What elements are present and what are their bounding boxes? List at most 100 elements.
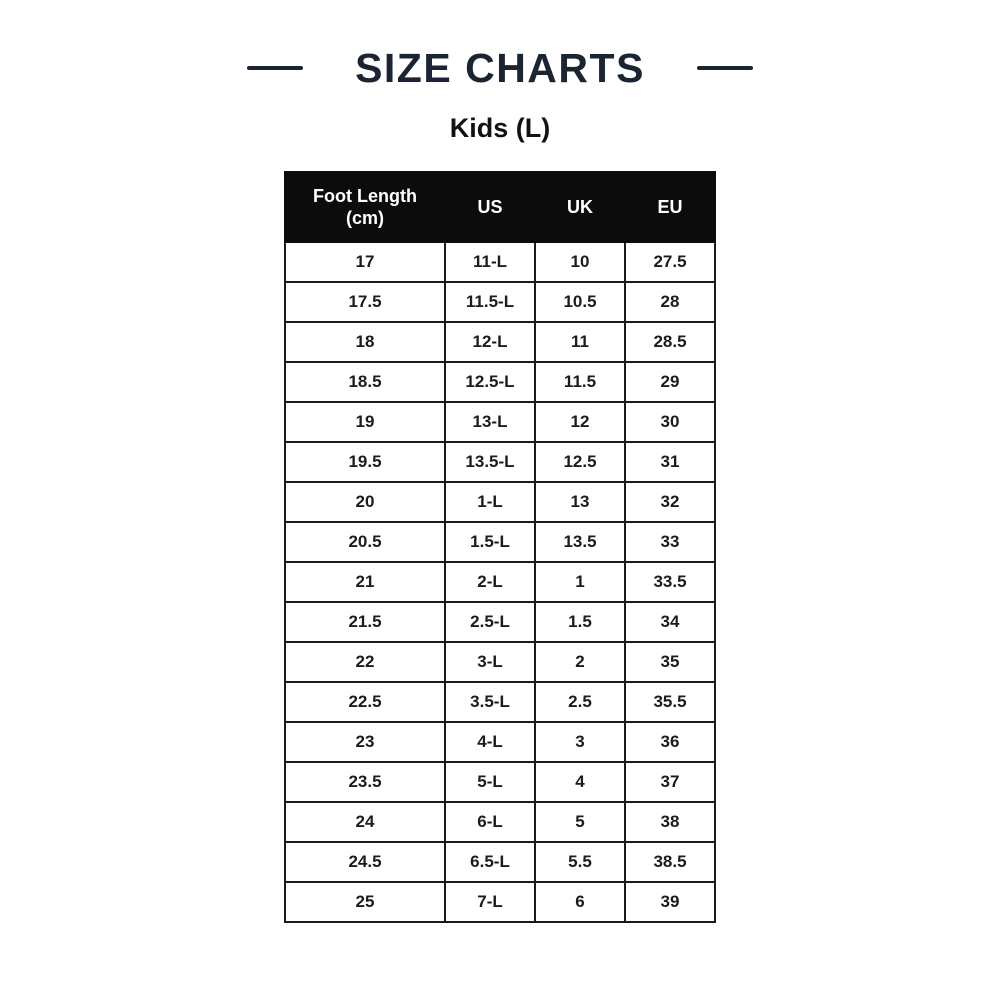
- table-cell: 11.5-L: [444, 281, 536, 323]
- header-row: Foot Length (cm) US UK EU: [284, 171, 716, 243]
- table-header: Foot Length (cm) US UK EU: [284, 171, 716, 243]
- table-cell: 36: [624, 721, 716, 763]
- table-cell: 12-L: [444, 321, 536, 363]
- table-cell: 30: [624, 401, 716, 443]
- table-row: 21 2-L 1 33.5: [284, 561, 716, 603]
- table-wrapper: Foot Length (cm) US UK EU 17 11-L 10 27.5 17…: [0, 171, 1000, 923]
- table-cell: 1.5-L: [444, 521, 536, 563]
- table-cell: 22: [284, 641, 446, 683]
- table-cell: 25: [284, 881, 446, 923]
- table-cell: 33: [624, 521, 716, 563]
- table-cell: 12.5-L: [444, 361, 536, 403]
- size-chart-table: Foot Length (cm) US UK EU 17 11-L 10 27.5 17…: [284, 171, 716, 923]
- table-cell: 20: [284, 481, 446, 523]
- table-row: 19 13-L 12 30: [284, 401, 716, 443]
- table-cell: 17.5: [284, 281, 446, 323]
- header-us: US: [444, 171, 536, 243]
- table-cell: 13-L: [444, 401, 536, 443]
- table-cell: 7-L: [444, 881, 536, 923]
- table-cell: 5.5: [534, 841, 626, 883]
- table-cell: 20.5: [284, 521, 446, 563]
- table-row: 21.5 2.5-L 1.5 34: [284, 601, 716, 643]
- table-cell: 5: [534, 801, 626, 843]
- table-cell: 3: [534, 721, 626, 763]
- table-cell: 33.5: [624, 561, 716, 603]
- table-cell: 3.5-L: [444, 681, 536, 723]
- table-cell: 38: [624, 801, 716, 843]
- table-cell: 22.5: [284, 681, 446, 723]
- page-title: SIZE CHARTS: [355, 45, 645, 91]
- table-cell: 39: [624, 881, 716, 923]
- table-cell: 38.5: [624, 841, 716, 883]
- title-dash-right: [696, 66, 753, 70]
- table-cell: 6-L: [444, 801, 536, 843]
- chart-subtitle: Kids (L): [449, 113, 551, 143]
- table-row: 24 6-L 5 38: [284, 801, 716, 843]
- table-row: 25 7-L 6 39: [284, 881, 716, 923]
- table-cell: 11: [534, 321, 626, 363]
- table-cell: 35: [624, 641, 716, 683]
- table-cell: 1: [534, 561, 626, 603]
- table-cell: 10.5: [534, 281, 626, 323]
- table-cell: 2: [534, 641, 626, 683]
- title-dash-left: [247, 66, 304, 70]
- table-cell: 13.5-L: [444, 441, 536, 483]
- table-cell: 18.5: [284, 361, 446, 403]
- table-cell: 29: [624, 361, 716, 403]
- header-uk: UK: [534, 171, 626, 243]
- table-row: 19.5 13.5-L 12.5 31: [284, 441, 716, 483]
- table-row: 22 3-L 2 35: [284, 641, 716, 683]
- table-cell: 18: [284, 321, 446, 363]
- table-cell: 28.5: [624, 321, 716, 363]
- table-row: 24.5 6.5-L 5.5 38.5: [284, 841, 716, 883]
- table-cell: 2.5-L: [444, 601, 536, 643]
- table-cell: 5-L: [444, 761, 536, 803]
- table-row: 17 11-L 10 27.5: [284, 241, 716, 283]
- table-cell: 4-L: [444, 721, 536, 763]
- table-row: 18.5 12.5-L 11.5 29: [284, 361, 716, 403]
- table-cell: 23: [284, 721, 446, 763]
- table-cell: 6: [534, 881, 626, 923]
- table-cell: 24: [284, 801, 446, 843]
- table-row: 23.5 5-L 4 37: [284, 761, 716, 803]
- table-cell: 37: [624, 761, 716, 803]
- table-cell: 34: [624, 601, 716, 643]
- table-cell: 27.5: [624, 241, 716, 283]
- table-cell: 13: [534, 481, 626, 523]
- table-cell: 21: [284, 561, 446, 603]
- table-cell: 13.5: [534, 521, 626, 563]
- table-cell: 28: [624, 281, 716, 323]
- table-cell: 31: [624, 441, 716, 483]
- table-cell: 1-L: [444, 481, 536, 523]
- table-cell: 17: [284, 241, 446, 283]
- table-cell: 11-L: [444, 241, 536, 283]
- table-cell: 6.5-L: [444, 841, 536, 883]
- table-cell: 2-L: [444, 561, 536, 603]
- header-foot-length: Foot Length (cm): [284, 171, 446, 243]
- table-cell: 24.5: [284, 841, 446, 883]
- table-row: 22.5 3.5-L 2.5 35.5: [284, 681, 716, 723]
- table-body: 17 11-L 10 27.5 17.5 11.5-L 10.5 28 18 12-L 11 28.5…: [284, 241, 716, 923]
- table-cell: 3-L: [444, 641, 536, 683]
- table-cell: 35.5: [624, 681, 716, 723]
- title-row: SIZE CHARTS: [0, 0, 1000, 90]
- table-row: 18 12-L 11 28.5: [284, 321, 716, 363]
- table-cell: 4: [534, 761, 626, 803]
- table-row: 17.5 11.5-L 10.5 28: [284, 281, 716, 323]
- table-cell: 2.5: [534, 681, 626, 723]
- table-cell: 21.5: [284, 601, 446, 643]
- table-row: 20.5 1.5-L 13.5 33: [284, 521, 716, 563]
- table-cell: 23.5: [284, 761, 446, 803]
- table-cell: 11.5: [534, 361, 626, 403]
- table-row: 20 1-L 13 32: [284, 481, 716, 523]
- table-cell: 10: [534, 241, 626, 283]
- table-cell: 1.5: [534, 601, 626, 643]
- table-row: 23 4-L 3 36: [284, 721, 716, 763]
- table-cell: 32: [624, 481, 716, 523]
- table-cell: 12.5: [534, 441, 626, 483]
- table-cell: 19.5: [284, 441, 446, 483]
- header-eu: EU: [624, 171, 716, 243]
- table-cell: 19: [284, 401, 446, 443]
- table-cell: 12: [534, 401, 626, 443]
